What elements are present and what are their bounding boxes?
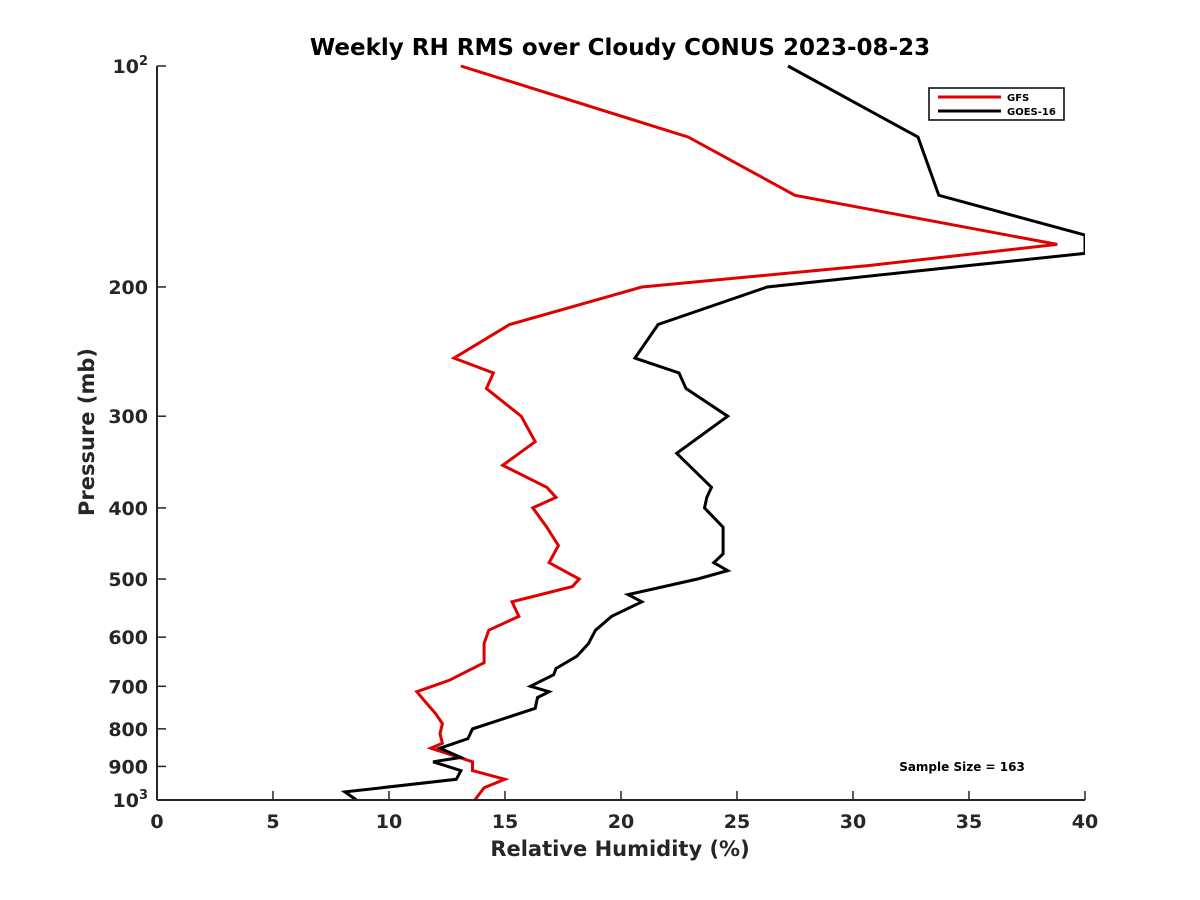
- y-tick-label: 103: [113, 788, 149, 812]
- x-tick-label: 30: [840, 811, 866, 833]
- x-tick-label: 0: [150, 811, 163, 833]
- chart-title: Weekly RH RMS over Cloudy CONUS 2023-08-…: [310, 35, 930, 61]
- series-line-gfs: [414, 64, 1058, 801]
- y-axis-label: Pressure (mb): [75, 348, 99, 516]
- series-layer: [340, 64, 1085, 802]
- y-tick-label: 700: [108, 676, 148, 698]
- y-tick-label: 200: [108, 277, 148, 299]
- series-line-goes-16: [340, 64, 1085, 802]
- y-tick-label: 900: [108, 756, 148, 778]
- legend: GFS GOES-16: [928, 87, 1065, 121]
- legend-label-goes-16: GOES-16: [1007, 107, 1056, 118]
- y-tick-label: 300: [108, 406, 148, 428]
- x-tick-label: 35: [956, 811, 982, 833]
- x-tick-label: 15: [492, 811, 518, 833]
- y-tick-label: 800: [108, 719, 148, 741]
- sample-size-annotation: Sample Size = 163: [899, 760, 1025, 774]
- x-tick-label: 40: [1072, 811, 1098, 833]
- x-tick-label: 5: [266, 811, 279, 833]
- y-tick-label: 102: [113, 54, 149, 78]
- y-tick-label: 600: [108, 627, 148, 649]
- axes-layer: 0 5 10 15 20 25 30 35 40 102 200 300 400 500 600 700 800…: [108, 54, 1098, 833]
- legend-label-gfs: GFS: [1007, 93, 1029, 104]
- x-axis-label: Relative Humidity (%): [490, 837, 749, 861]
- y-tick-label: 400: [108, 498, 148, 520]
- legend-box: [928, 87, 1065, 121]
- x-tick-label: 20: [608, 811, 634, 833]
- y-tick-label: 500: [108, 569, 148, 591]
- x-tick-label: 10: [376, 811, 402, 833]
- x-tick-label: 25: [724, 811, 750, 833]
